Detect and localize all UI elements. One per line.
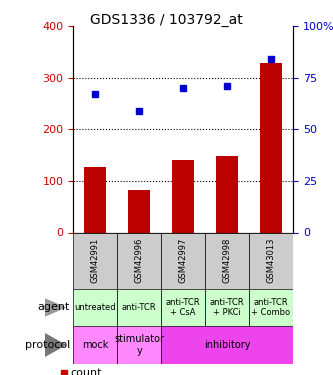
Text: GSM42997: GSM42997 bbox=[178, 238, 188, 284]
Bar bbox=[161, 289, 205, 326]
Bar bbox=[84, 166, 106, 232]
Bar bbox=[216, 156, 238, 232]
Text: GDS1336 / 103792_at: GDS1336 / 103792_at bbox=[90, 13, 243, 27]
Bar bbox=[117, 289, 161, 326]
Text: anti-TCR: anti-TCR bbox=[122, 303, 157, 312]
Text: protocol: protocol bbox=[25, 340, 70, 350]
Polygon shape bbox=[45, 298, 67, 316]
Text: GSM43013: GSM43013 bbox=[266, 238, 276, 284]
Text: mock: mock bbox=[82, 340, 109, 350]
Text: anti-TCR
+ CsA: anti-TCR + CsA bbox=[166, 298, 200, 317]
Text: untreated: untreated bbox=[75, 303, 116, 312]
Bar bbox=[161, 326, 293, 364]
Text: anti-TCR
+ PKCi: anti-TCR + PKCi bbox=[210, 298, 244, 317]
Bar bbox=[205, 232, 249, 289]
Bar bbox=[128, 190, 150, 232]
Text: agent: agent bbox=[38, 303, 70, 312]
Bar bbox=[249, 289, 293, 326]
Bar bbox=[117, 326, 161, 364]
Bar bbox=[205, 289, 249, 326]
Bar bbox=[172, 160, 194, 232]
Text: GSM42998: GSM42998 bbox=[222, 238, 232, 284]
Bar bbox=[73, 289, 117, 326]
Bar bbox=[249, 232, 293, 289]
Text: GSM42996: GSM42996 bbox=[135, 238, 144, 284]
Bar bbox=[73, 232, 117, 289]
Text: inhibitory: inhibitory bbox=[204, 340, 250, 350]
Polygon shape bbox=[45, 333, 67, 357]
Bar bbox=[161, 232, 205, 289]
Text: stimulator
y: stimulator y bbox=[114, 334, 164, 356]
Text: anti-TCR
+ Combo: anti-TCR + Combo bbox=[251, 298, 291, 317]
Bar bbox=[73, 326, 117, 364]
Text: count: count bbox=[71, 368, 102, 375]
Bar bbox=[260, 63, 282, 232]
Text: GSM42991: GSM42991 bbox=[91, 238, 100, 283]
Bar bbox=[117, 232, 161, 289]
